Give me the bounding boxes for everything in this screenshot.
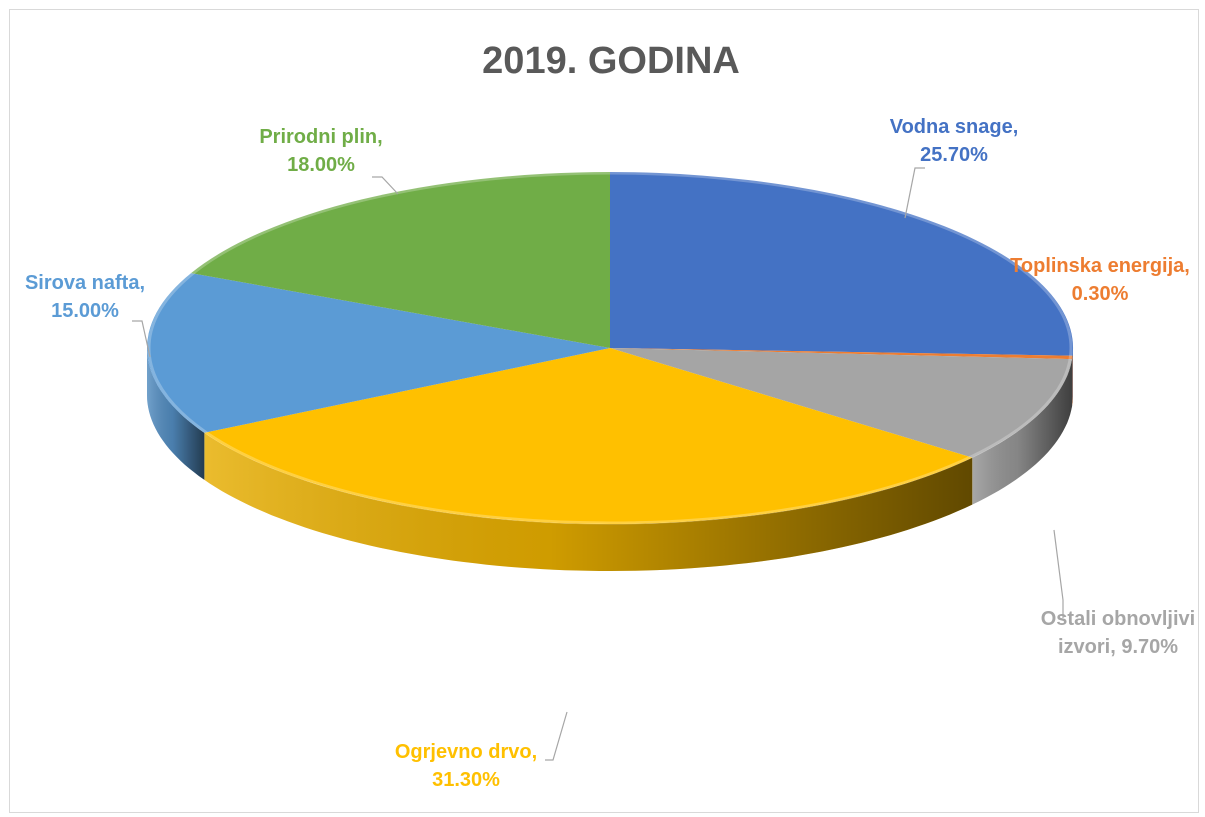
data-label-0-line-0: Vodna snage, bbox=[890, 116, 1019, 138]
pie-side-shade-3 bbox=[204, 432, 973, 571]
pie-slice-5 bbox=[191, 172, 610, 348]
leader-line-4 bbox=[132, 320, 151, 358]
data-label-5: Prirodni plin, 18.00% bbox=[259, 126, 382, 176]
pie-slice-1 bbox=[610, 348, 1073, 360]
data-label-4-line-1: 15.00% bbox=[51, 300, 119, 322]
data-label-5-line-0: Prirodni plin, bbox=[259, 126, 382, 148]
pie-slice-0 bbox=[610, 172, 1074, 356]
chart-title: 2019. GODINA bbox=[482, 40, 740, 82]
data-label-0-line-1: 25.70% bbox=[920, 144, 988, 166]
pie-side-shade-2 bbox=[972, 359, 1073, 505]
data-label-5-line-1: 18.00% bbox=[287, 154, 355, 176]
data-label-0: Vodna snage, 25.70% bbox=[890, 116, 1019, 166]
data-label-4: Sirova nafta, 15.00% bbox=[25, 272, 145, 322]
pie-side-shade-4 bbox=[147, 348, 205, 480]
leader-line-0 bbox=[904, 167, 925, 219]
leader-line-5 bbox=[372, 176, 399, 195]
data-label-3-line-0: Ogrjevno drvo, bbox=[395, 741, 537, 763]
pie-slices bbox=[147, 171, 1074, 525]
data-labels: Vodna snage, 25.70% Toplinska energija, 0.3… bbox=[25, 116, 1195, 791]
data-label-3-line-1: 31.30% bbox=[432, 769, 500, 791]
leader-line-2 bbox=[1053, 529, 1064, 618]
data-label-4-line-0: Sirova nafta, bbox=[25, 272, 145, 294]
data-label-1-line-0: Toplinska energija, bbox=[1010, 255, 1190, 277]
data-label-3: Ogrjevno drvo, 31.30% bbox=[395, 741, 537, 791]
pie-rim bbox=[147, 171, 1073, 525]
pie-side-shade-1 bbox=[1072, 355, 1073, 407]
pie-slice-2 bbox=[610, 348, 1073, 458]
data-label-2-line-1: izvori, 9.70% bbox=[1058, 636, 1178, 658]
pie-slice-3 bbox=[204, 348, 973, 524]
data-label-1-line-1: 0.30% bbox=[1072, 283, 1129, 305]
leader-lines bbox=[132, 167, 1064, 761]
pie-slice-4 bbox=[147, 273, 610, 433]
data-label-2: Ostali obnovljivi izvori, 9.70% bbox=[1041, 608, 1195, 658]
data-label-2-line-0: Ostali obnovljivi bbox=[1041, 608, 1195, 630]
leader-line-3 bbox=[545, 711, 568, 761]
data-label-1: Toplinska energija, 0.30% bbox=[1010, 255, 1190, 305]
pie-depth bbox=[147, 348, 1073, 571]
